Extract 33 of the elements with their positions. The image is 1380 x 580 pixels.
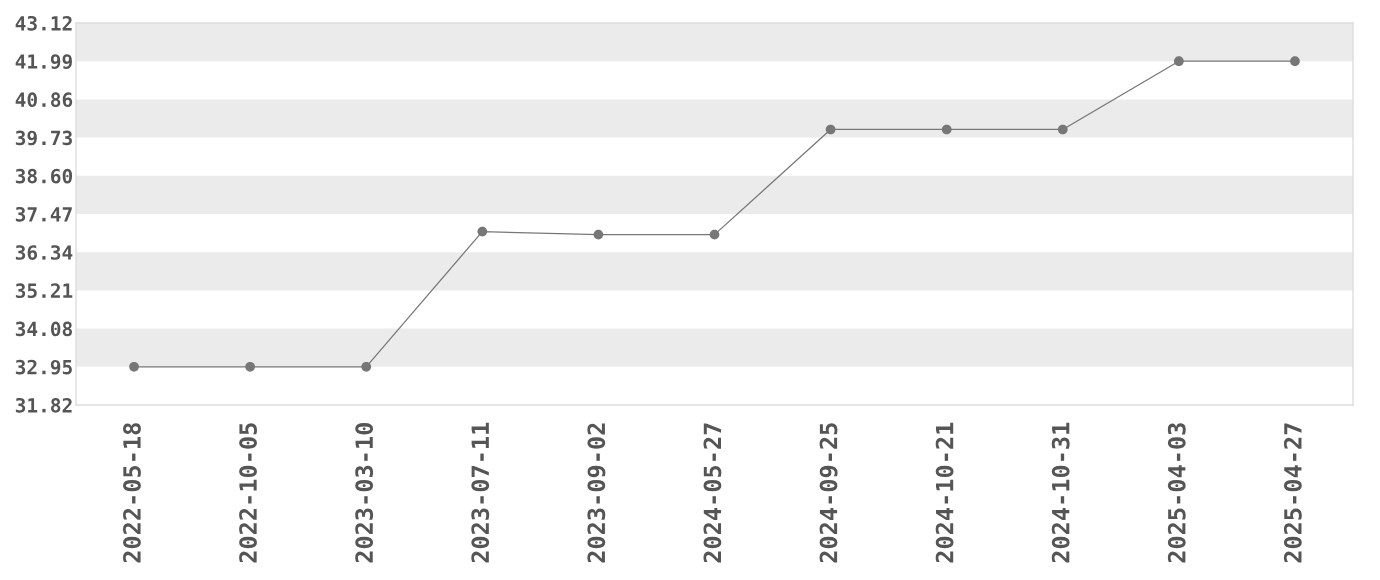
y-tick-label: 37.47 [15,206,72,222]
x-tick-label: 2025-04-03 [1167,423,1186,563]
x-tick-label: 2022-05-18 [123,423,141,563]
point [245,361,255,372]
point [593,229,604,240]
x-tick-label: 2025-04-27 [1283,423,1302,563]
x-tick-label: 2024-10-31 [1051,422,1070,563]
point [129,361,139,372]
y-tick-label: 43.12 [15,15,72,31]
y-tick-label: 39.73 [15,130,72,146]
point [941,124,952,135]
x-tick-label: 2024-10-21 [935,422,954,563]
x-tick-label: 2022-10-05 [239,423,257,563]
point [709,229,720,240]
y-tick-label: 34.08 [15,321,72,337]
point [477,226,488,237]
point [825,124,836,135]
y-tick-label: 35.21 [15,283,73,299]
y-tick-label: 40.86 [15,92,73,108]
point [1174,56,1184,67]
y-tick-label: 31.82 [15,397,72,413]
y-tick-label: 41.99 [15,54,72,69]
x-tick-label: 2023-09-02 [587,423,606,563]
y-tick-label: 36.34 [15,245,73,260]
y-tick-label: 32.95 [15,359,72,375]
point [361,361,372,372]
x-tick-label: 2023-07-11 [471,422,490,563]
x-tick-label: 2024-05-27 [703,423,722,563]
x-tick-label: 2023-03-10 [355,423,374,563]
point [1290,56,1300,67]
x-tick-label: 2024-09-25 [819,423,838,563]
point [1057,124,1068,135]
y-tick-label: 38.60 [15,168,73,184]
